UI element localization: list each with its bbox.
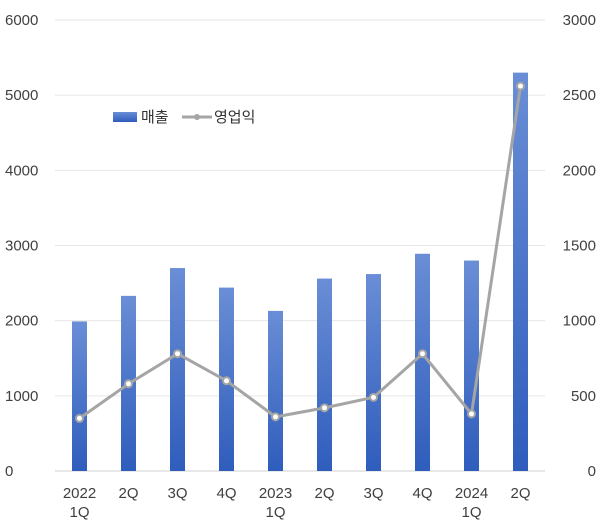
legend-swatch-revenue [113,112,137,122]
x-axis-tick-label: 1Q [69,504,89,521]
x-axis-tick-label: 4Q [412,485,432,502]
x-axis-tick-label: 1Q [461,504,481,521]
left-axis-tick-label: 2000 [5,313,38,330]
operating-profit-point [271,412,280,422]
operating-profit-point [369,392,378,402]
x-axis-tick-label: 2024 [455,485,488,502]
right-axis-tick-label: 1000 [563,313,596,330]
right-axis-tick-label: 1500 [563,238,596,255]
x-axis-tick-label: 2023 [259,485,292,502]
right-axis-tick-label: 0 [588,463,596,480]
x-axis-tick-label: 2Q [510,485,530,502]
left-axis-tick-label: 3000 [5,238,38,255]
x-axis-tick-label: 1Q [265,504,285,521]
x-axis-tick-label: 4Q [216,485,236,502]
right-axis-tick-label: 3000 [563,12,596,29]
operating-profit-point [173,349,182,359]
operating-profit-line [75,81,525,423]
revenue-bar [464,260,479,471]
left-axis-tick-label: 4000 [5,162,38,179]
operating-profit-point [516,81,525,91]
revenue-bars [72,72,528,471]
right-axis-tick-label: 500 [571,388,596,405]
left-axis-tick-label: 5000 [5,87,38,104]
operating-profit-polyline [78,85,522,420]
operating-profit-point [75,413,84,423]
gridlines [55,19,545,472]
legend-label-revenue: 매출 [141,108,169,126]
revenue-bar [268,310,283,471]
legend: 매출 영업익 [113,108,255,126]
x-axis-tick-label: 2Q [314,485,334,502]
x-axis-tick-label: 3Q [167,485,187,502]
operating-profit-point [467,409,476,419]
operating-profit-point [124,379,133,389]
left-axis: 0 1000 2000 3000 4000 5000 6000 [5,12,38,480]
legend-swatch-profit-marker [194,114,200,120]
revenue-bar [415,253,430,471]
left-axis-tick-label: 1000 [5,388,38,405]
operating-profit-point [418,349,427,359]
right-axis-tick-label: 2500 [563,87,596,104]
left-axis-tick-label: 0 [5,463,13,480]
revenue-bar [170,268,185,471]
x-axis-tick-label: 2Q [118,485,138,502]
x-axis-tick-label: 2022 [63,485,96,502]
right-axis-tick-label: 2000 [563,162,596,179]
legend-label-profit: 영업익 [214,108,255,126]
revenue-bar [72,321,87,471]
right-axis: 0 500 1000 1500 2000 2500 3000 [563,12,596,480]
operating-profit-point [222,376,231,386]
revenue-bar [366,274,381,471]
operating-profit-point [320,403,329,413]
left-axis-tick-label: 6000 [5,12,38,29]
revenue-bar [513,72,528,471]
x-axis: 2022 1Q 2Q 3Q 4Q 2023 1Q 2Q 3Q 4Q 2024 1Q 2Q [63,485,531,521]
revenue-bar [317,278,332,471]
x-axis-tick-label: 3Q [363,485,383,502]
